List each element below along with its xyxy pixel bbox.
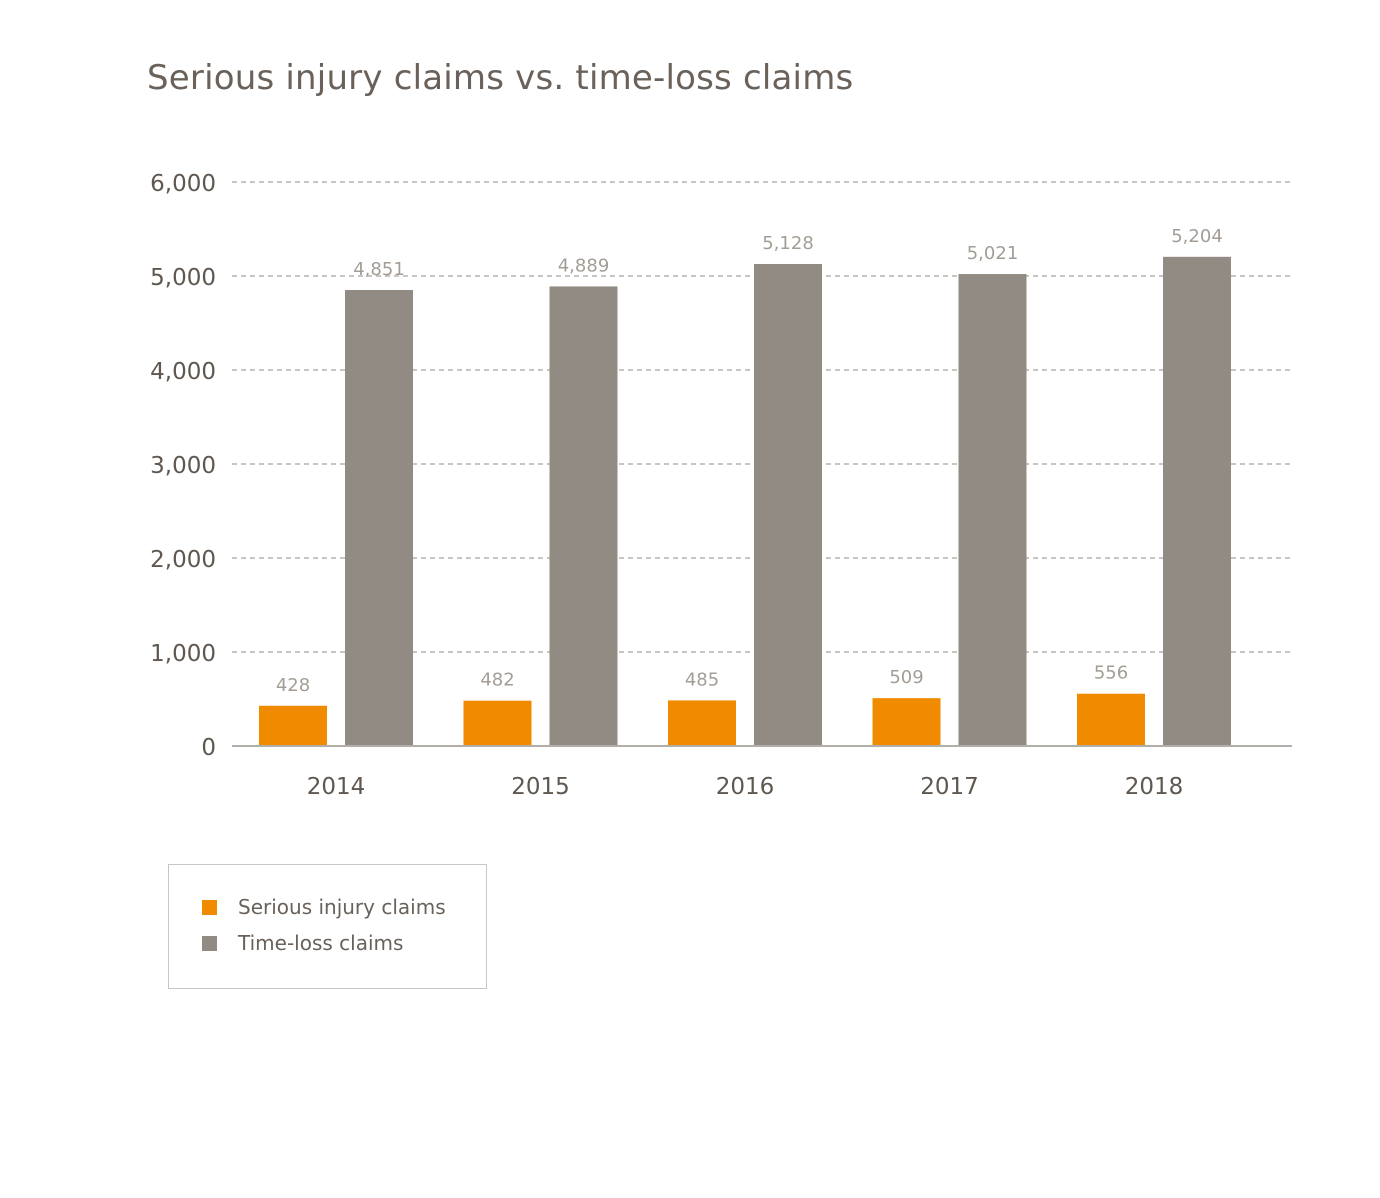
y-tick-label-2000: 2,000 [150,547,216,573]
y-tick-label-5000: 5,000 [150,265,216,291]
bars [259,256,1231,746]
x-tick-label-2016: 2016 [716,774,775,800]
bar-time-loss-2017 [958,274,1027,746]
y-tick-label-6000: 6,000 [150,171,216,197]
y-tick-label-0: 0 [201,735,216,761]
legend: Serious injury claims Time-loss claims [168,864,487,989]
data-label-serious-injury-2015: 482 [480,670,514,691]
legend-swatch-serious-injury [202,899,217,915]
data-label-serious-injury-2016: 485 [685,669,719,690]
data-label-serious-injury-2018: 556 [1094,663,1128,684]
x-tick-label-2017: 2017 [920,774,979,800]
legend-item-time-loss: Time-loss claims [202,931,403,955]
bar-serious-injury-2016 [668,700,736,746]
legend-label-serious-injury: Serious injury claims [238,895,446,919]
y-tick-label-4000: 4,000 [150,359,216,385]
axes: 0 1,000 2,000 3,000 4,000 5,000 6,000 2014 2015 2… [150,171,1292,800]
chart-title: Serious injury claims vs. time-loss clai… [147,58,854,98]
y-tick-label-3000: 3,000 [150,453,216,479]
legend-item-serious-injury: Serious injury claims [202,895,446,919]
bar-time-loss-2016 [754,263,822,746]
legend-label-time-loss: Time-loss claims [238,931,404,955]
data-label-time-loss-2018: 5,204 [1171,226,1223,247]
data-label-serious-injury-2014: 428 [276,675,310,696]
y-tick-label-1000: 1,000 [150,641,216,667]
bar-serious-injury-2017 [872,698,941,746]
data-label-time-loss-2015: 4,889 [558,255,610,276]
bar-serious-injury-2015 [463,700,532,746]
legend-swatch-time-loss [202,935,217,951]
bar-serious-injury-2014 [259,705,327,746]
x-tick-label-2014: 2014 [307,774,366,800]
x-tick-label-2018: 2018 [1125,774,1184,800]
bar-time-loss-2015 [549,286,618,746]
data-labels: 428 4,851 482 4,889 485 5,128 509 5,021 556 5,204 [276,226,1223,696]
bar-time-loss-2014 [345,290,413,746]
data-label-time-loss-2014: 4,851 [353,259,405,280]
data-label-serious-injury-2017: 509 [889,667,923,688]
data-label-time-loss-2016: 5,128 [762,233,814,254]
data-label-time-loss-2017: 5,021 [967,243,1019,264]
bar-time-loss-2018 [1163,256,1231,746]
x-tick-label-2015: 2015 [511,774,570,800]
bar-serious-injury-2018 [1077,693,1145,746]
